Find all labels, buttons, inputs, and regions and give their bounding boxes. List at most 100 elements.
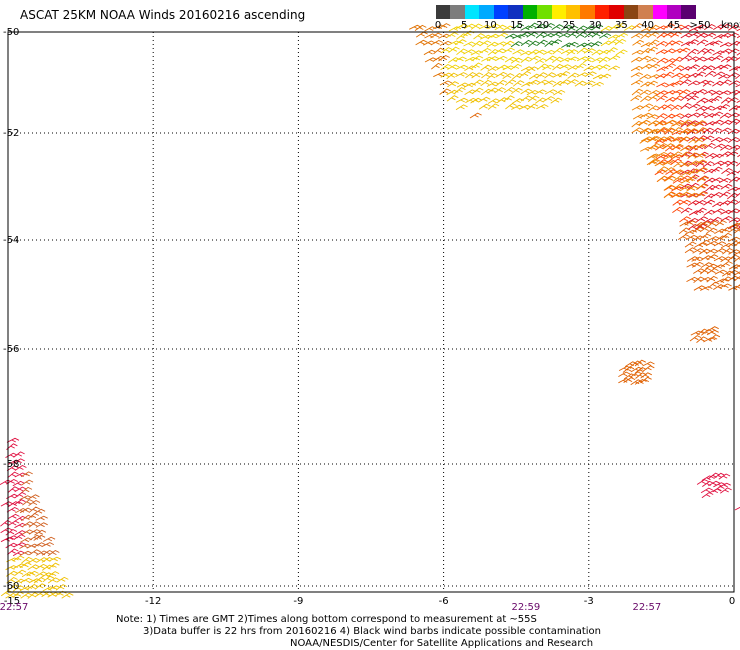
wind-barb [470,50,483,56]
wind-barb [543,22,556,29]
wind-barb [696,336,708,343]
wind-barb [47,577,60,584]
wind-barb [700,286,713,291]
wind-barb [734,66,740,71]
wind-barb [534,89,547,95]
wind-barb [703,168,717,174]
wind-barb [710,216,723,223]
wind-barb [736,114,740,118]
wind-barb [646,144,659,151]
wind-barb [647,31,660,38]
wind-barb [6,570,18,577]
wind-barb [711,119,724,126]
wind-barb [663,137,676,143]
wind-barb [703,105,716,112]
swath-time-label: 22:57 [632,602,662,613]
wind-barb [727,24,740,31]
wind-barb [510,63,523,71]
wind-barb [614,38,627,46]
wind-barb [707,220,719,228]
wind-barb [687,48,699,56]
swath-time-label: 22:57 [0,602,29,613]
wind-barb [648,94,661,101]
wind-barb [734,146,740,151]
wind-barb [455,104,468,111]
wind-barb [712,485,725,493]
wind-barb [35,571,48,577]
colorbar-swatch [623,5,639,19]
wind-barb [478,103,491,110]
wind-barb [642,365,655,372]
wind-barb [672,169,685,175]
wind-barb [487,98,501,104]
wind-barb [662,143,675,150]
wind-barb [640,95,652,103]
colorbar-swatch [508,5,523,19]
wind-barb [663,127,676,134]
wind-barb [27,512,39,520]
wind-barb [713,256,727,262]
wind-barb [715,235,727,242]
wind-barb [630,72,644,78]
wind-barb [727,128,740,135]
wind-barb [672,56,684,64]
colorbar-swatch [450,5,465,19]
wind-barb [712,50,725,56]
wind-barb [712,160,725,166]
wind-barb [48,585,61,591]
wind-barb [648,39,660,47]
wind-barb [692,248,705,254]
wind-barb [680,119,693,126]
wind-barb [672,183,685,191]
wind-barb [14,569,27,576]
wind-barb [583,80,596,86]
wind-barb [41,542,55,548]
wind-barb [707,236,720,242]
wind-barb [714,269,728,275]
wind-barb [734,241,740,247]
wind-barb [736,219,740,223]
wind-barb [27,557,40,564]
wind-barb [504,56,517,63]
wind-barb [456,48,468,56]
wind-barb [560,24,574,31]
wind-barb [600,25,613,32]
wind-barb [54,590,67,597]
wind-barb [705,227,718,235]
wind-barb [677,234,690,240]
wind-barb [712,264,726,270]
wind-barb [680,94,692,102]
wind-barb [591,24,604,31]
colorbar-swatch [479,5,494,19]
colorbar-swatch [522,5,538,19]
wind-barb [599,73,612,80]
wind-barb [446,72,458,80]
wind-barb [502,40,515,47]
wind-barb [726,151,739,158]
swath-time-label: 22:59 [511,602,541,613]
wind-barb [646,114,659,120]
wind-barb [447,81,460,88]
note-line-3: NOAA/NESDIS/Center for Satellite Applica… [290,638,594,649]
wind-barb [680,207,693,214]
wind-barb [703,32,717,38]
wind-barb [512,34,525,40]
wind-speed-colorbar [436,5,696,19]
wind-barb [520,25,533,31]
wind-barb [680,54,693,62]
wind-barb [679,73,692,80]
wind-barb [664,63,676,69]
wind-barb [433,72,446,78]
wind-barb [505,33,518,39]
wind-barb [544,89,558,95]
wind-barb [735,57,740,61]
wind-barb [7,513,20,520]
wind-barb [527,22,539,30]
wind-barb [688,112,701,118]
wind-barb [671,113,685,119]
wind-barb [708,334,721,341]
wind-barb [715,220,727,227]
wind-barb [55,584,68,591]
wind-barb [630,79,644,86]
wind-barb [33,508,46,515]
